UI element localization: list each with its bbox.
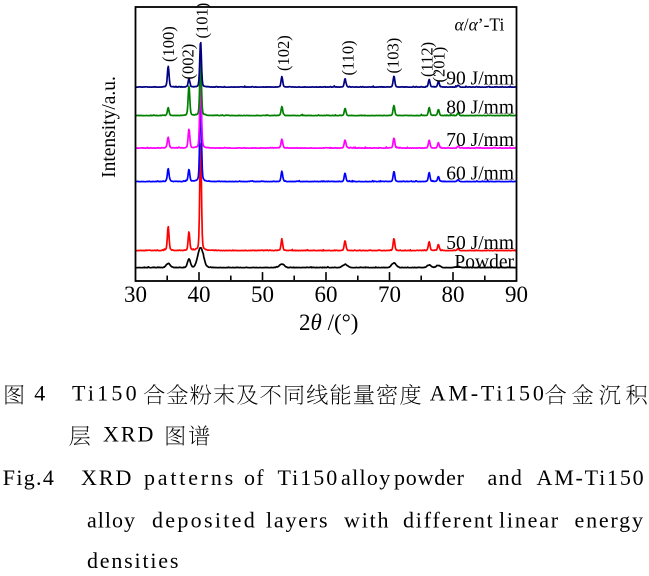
svg-text:50: 50 bbox=[251, 282, 274, 307]
svg-text:70: 70 bbox=[378, 282, 401, 307]
svg-text:densities: densities bbox=[87, 548, 180, 573]
svg-text:40: 40 bbox=[188, 282, 211, 307]
svg-text:2θ /(°): 2θ /(°) bbox=[299, 310, 358, 335]
svg-text:deposited: deposited bbox=[152, 508, 257, 533]
svg-text:of: of bbox=[244, 465, 265, 490]
svg-text:layers: layers bbox=[266, 508, 329, 533]
svg-text:(100): (100) bbox=[159, 26, 178, 62]
svg-text:XRD: XRD bbox=[81, 465, 133, 490]
svg-text:30: 30 bbox=[124, 282, 147, 307]
svg-text:4: 4 bbox=[34, 381, 46, 406]
svg-text:(103): (103) bbox=[384, 38, 403, 74]
svg-text:(101): (101) bbox=[192, 3, 211, 39]
svg-text:different: different bbox=[403, 508, 495, 533]
svg-text:powder: powder bbox=[394, 465, 465, 490]
svg-text:Ti150: Ti150 bbox=[72, 381, 140, 406]
svg-text:with: with bbox=[344, 508, 390, 533]
svg-text:Intensity/a.u.: Intensity/a.u. bbox=[99, 76, 120, 178]
svg-text:Fig.4: Fig.4 bbox=[3, 465, 55, 490]
svg-text:alloy: alloy bbox=[87, 508, 136, 533]
svg-text:(201): (201) bbox=[430, 47, 449, 83]
svg-text:60: 60 bbox=[315, 282, 338, 307]
svg-text:XRD: XRD bbox=[103, 422, 155, 447]
svg-text:α/α’-Ti: α/α’-Ti bbox=[455, 15, 505, 35]
svg-text:(112): (112) bbox=[418, 42, 437, 77]
svg-text:50 J/mm: 50 J/mm bbox=[446, 233, 514, 254]
svg-text:(110): (110) bbox=[338, 40, 357, 75]
svg-text:(102): (102) bbox=[274, 35, 293, 71]
svg-text:60 J/mm: 60 J/mm bbox=[446, 163, 514, 184]
svg-text:90: 90 bbox=[505, 282, 528, 307]
svg-text:80: 80 bbox=[442, 282, 465, 307]
svg-text:energy: energy bbox=[575, 508, 645, 533]
svg-text:AM-Ti150: AM-Ti150 bbox=[430, 381, 547, 406]
svg-text:80 J/mm: 80 J/mm bbox=[446, 97, 514, 118]
svg-text:(002): (002) bbox=[178, 44, 197, 80]
svg-text:patterns: patterns bbox=[144, 465, 236, 490]
svg-text:AM-Ti150: AM-Ti150 bbox=[537, 465, 646, 490]
svg-text:90 J/mm: 90 J/mm bbox=[446, 69, 514, 90]
svg-text:and: and bbox=[488, 465, 524, 490]
svg-text:Powder: Powder bbox=[454, 252, 514, 273]
svg-text:Ti150: Ti150 bbox=[278, 465, 340, 490]
svg-text:70 J/mm: 70 J/mm bbox=[446, 130, 514, 151]
svg-text:alloy: alloy bbox=[341, 465, 392, 490]
svg-text:linear: linear bbox=[499, 508, 560, 533]
